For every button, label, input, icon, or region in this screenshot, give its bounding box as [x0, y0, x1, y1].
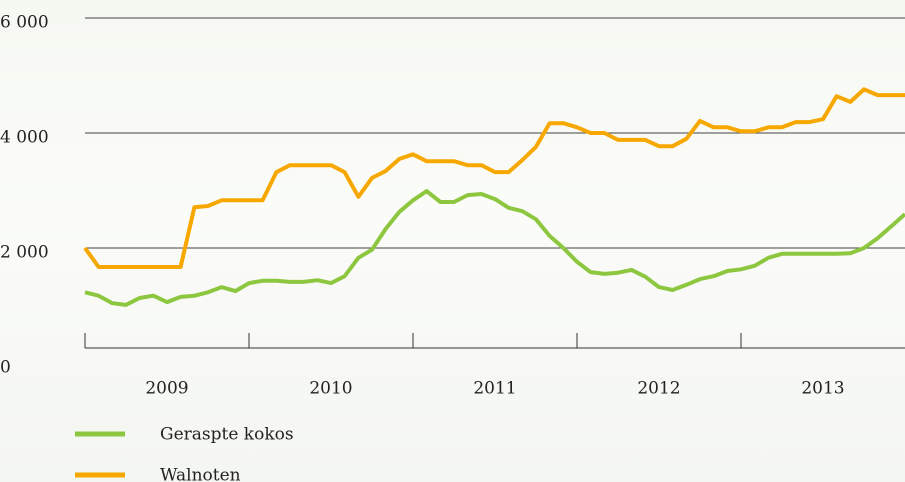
y-tick-label: 0 — [0, 358, 11, 378]
x-tick-label: 2012 — [637, 379, 680, 399]
y-tick-label: 2 000 — [0, 243, 49, 263]
y-tick-label: 6 000 — [0, 13, 49, 33]
legend-label: Geraspte kokos — [160, 425, 294, 445]
x-tick-label: 2010 — [309, 379, 352, 399]
legend-label: Walnoten — [160, 466, 241, 482]
series-line — [83, 87, 905, 269]
x-tick-label: 2009 — [145, 379, 188, 399]
y-tick-label: 4 000 — [0, 128, 49, 148]
series-line — [84, 189, 905, 307]
x-tick-label: 2013 — [801, 379, 844, 399]
x-tick-label: 2011 — [473, 379, 516, 399]
